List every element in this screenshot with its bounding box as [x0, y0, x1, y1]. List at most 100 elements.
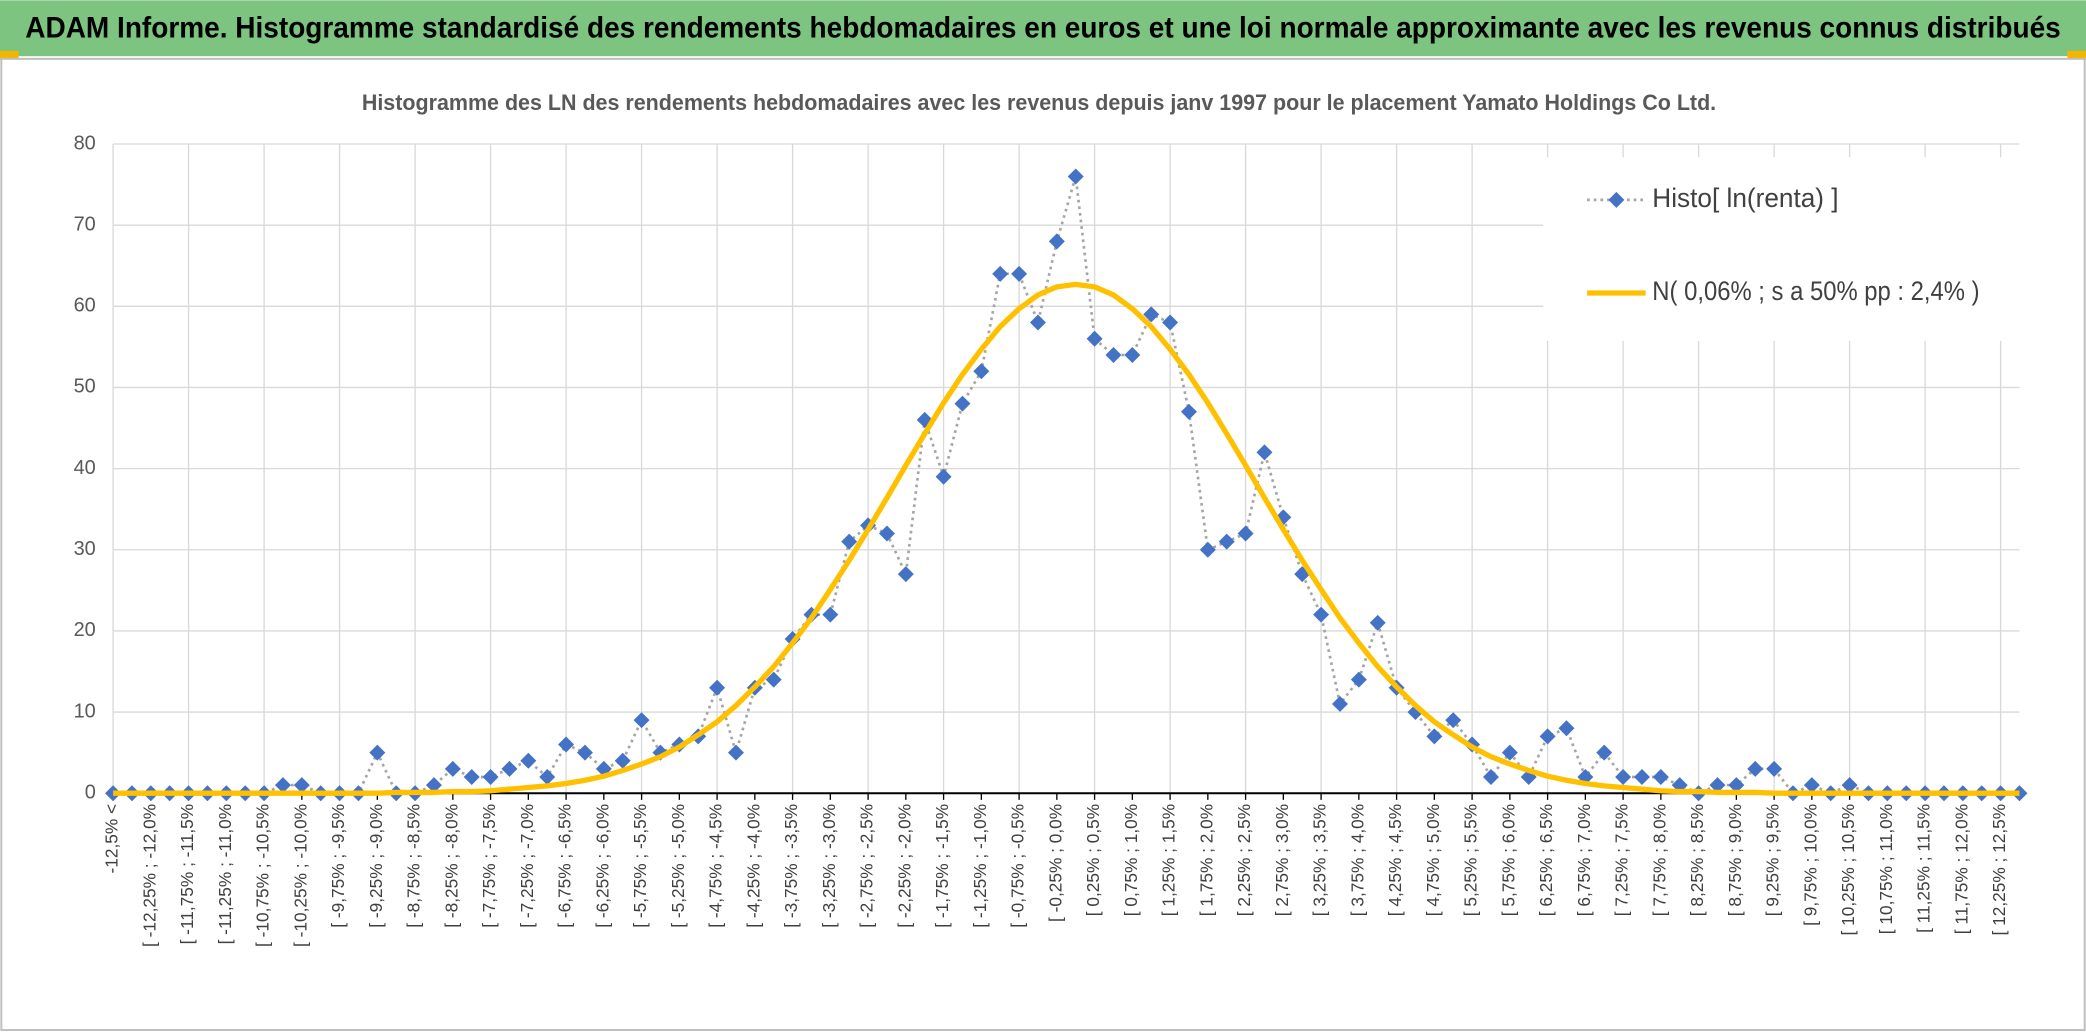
data-point	[1747, 760, 1764, 777]
data-point	[1369, 614, 1386, 631]
x-tick-label: [ -9,75% ; -9,5%	[328, 804, 348, 928]
x-tick-label: [ -4,75% ; -4,5%	[706, 804, 726, 928]
data-point	[1803, 777, 1820, 794]
data-point	[992, 265, 1009, 282]
data-point	[727, 744, 744, 761]
x-tick-label: [ -12,25% ; -12,0%	[139, 804, 159, 947]
data-point	[822, 606, 839, 623]
data-point	[1445, 712, 1462, 729]
x-tick-label: [ 11,25% ; 11,5%	[1914, 804, 1934, 933]
x-tick-label: [ -7,25% ; -7,0%	[517, 804, 537, 928]
data-point	[614, 752, 631, 769]
x-tick-label: [ 0,75% ; 1,0%	[1121, 804, 1141, 916]
data-point	[1237, 525, 1254, 542]
y-tick-label: 0	[85, 781, 96, 803]
data-point	[1124, 347, 1141, 363]
y-tick-label: 80	[74, 132, 96, 154]
y-tick-label: 10	[74, 700, 96, 722]
y-tick-label: 50	[74, 376, 96, 398]
data-point	[841, 533, 858, 550]
data-point	[935, 468, 952, 485]
data-point	[482, 769, 499, 785]
y-tick-label: 30	[74, 538, 96, 560]
x-tick-label: [ 8,25% ; 8,5%	[1687, 804, 1707, 916]
x-tick-label: [ -10,75% ; -10,5%	[253, 804, 273, 947]
data-point	[897, 566, 914, 583]
x-tick-label: [ -7,75% ; -7,5%	[479, 804, 499, 928]
data-point	[1539, 728, 1556, 745]
x-tick-label: [ 7,25% ; 7,5%	[1612, 804, 1632, 916]
x-tick-label: [ 4,75% ; 5,0%	[1423, 804, 1443, 916]
x-tick-label: -12,5% <	[102, 804, 122, 874]
data-point	[1596, 744, 1613, 761]
data-point	[878, 525, 895, 542]
series-line	[113, 281, 2020, 796]
x-tick-label: [ 10,25% ; 10,5%	[1838, 804, 1858, 936]
header-bar	[0, 0, 2086, 57]
data-point	[293, 777, 310, 794]
x-tick-label: [ 3,75% ; 4,0%	[1347, 804, 1367, 916]
data-point	[1067, 168, 1084, 185]
data-point	[1709, 777, 1726, 794]
data-point	[444, 760, 461, 777]
legend: Histo[ ln(renta) ] N( 0,06% ; s a 50% pp …	[1543, 157, 2020, 341]
x-tick-label: [ 1,75% ; 2,0%	[1196, 804, 1216, 916]
legend-label: N( 0,06% ; s a 50% pp : 2,4% )	[1652, 276, 1979, 306]
data-point	[765, 671, 782, 688]
y-tick-label: 60	[74, 295, 96, 317]
x-tick-label: [ -6,25% ; -6,0%	[592, 804, 612, 928]
x-tick-label: [ 5,25% ; 5,5%	[1461, 804, 1481, 916]
plot-area	[105, 168, 2028, 802]
x-tick-label: [ -8,25% ; -8,0%	[441, 804, 461, 928]
y-tick-label: 40	[74, 457, 96, 479]
x-tick-label: [ -9,25% ; -9,0%	[366, 804, 386, 928]
x-tick-label: [ 0,25% ; 0,5%	[1083, 804, 1103, 916]
x-tick-label: [ 2,75% ; 3,0%	[1272, 804, 1292, 916]
legend-label: Histo[ ln(renta) ]	[1652, 183, 1838, 213]
x-tick-label: [ -3,25% ; -3,0%	[819, 804, 839, 928]
x-tick-label: [ 3,25% ; 3,5%	[1310, 804, 1330, 916]
x-tick-label: [ -10,25% ; -10,0%	[290, 804, 310, 947]
data-point	[1180, 403, 1197, 420]
data-point	[1313, 606, 1330, 623]
data-point	[1256, 444, 1273, 461]
x-tick-label: [ 2,25% ; 2,5%	[1234, 804, 1254, 916]
data-point	[1633, 769, 1650, 785]
data-point	[1011, 265, 1028, 282]
x-tick-label: [ -1,25% ; -1,0%	[970, 804, 990, 928]
x-tick-label: [ -11,25% ; -11,0%	[215, 804, 235, 945]
data-point	[501, 760, 518, 777]
x-tick-label: [ -1,75% ; -1,5%	[932, 804, 952, 928]
x-tick-label: [ -3,75% ; -3,5%	[781, 804, 801, 928]
data-point	[1766, 760, 1783, 777]
x-tick-label: [ 8,75% ; 9,0%	[1725, 804, 1745, 916]
data-point	[369, 744, 386, 761]
legend-marker	[1608, 191, 1625, 208]
x-tick-label: [ 5,75% ; 6,0%	[1498, 804, 1518, 916]
data-point	[1218, 533, 1235, 550]
data-point	[1501, 744, 1518, 761]
x-tick-label: [ 1,25% ; 1,5%	[1159, 804, 1179, 916]
x-tick-label: [ -2,25% ; -2,0%	[894, 804, 914, 928]
x-tick-label: [ -2,75% ; -2,5%	[857, 804, 877, 928]
data-point	[1105, 347, 1122, 363]
data-point	[1615, 769, 1632, 785]
x-tick-label: [ -8,75% ; -8,5%	[404, 804, 424, 928]
data-point	[1652, 769, 1669, 785]
data-point	[576, 744, 593, 761]
x-tick-label: [ 11,75% ; 12,0%	[1951, 804, 1971, 934]
data-point	[1029, 314, 1046, 331]
x-tick-label: [ -11,75% ; -11,5%	[177, 804, 197, 945]
data-point	[954, 395, 971, 412]
data-point	[1048, 233, 1065, 250]
x-tick-label: [ 9,75% ; 10,0%	[1800, 804, 1820, 926]
data-point	[1841, 777, 1858, 794]
x-tick-label: [ -5,25% ; -5,0%	[668, 804, 688, 928]
data-point	[274, 777, 291, 794]
data-point	[539, 769, 556, 785]
x-tick-label: [ -4,25% ; -4,0%	[743, 804, 763, 928]
data-point	[558, 736, 575, 753]
data-point	[1728, 777, 1745, 794]
